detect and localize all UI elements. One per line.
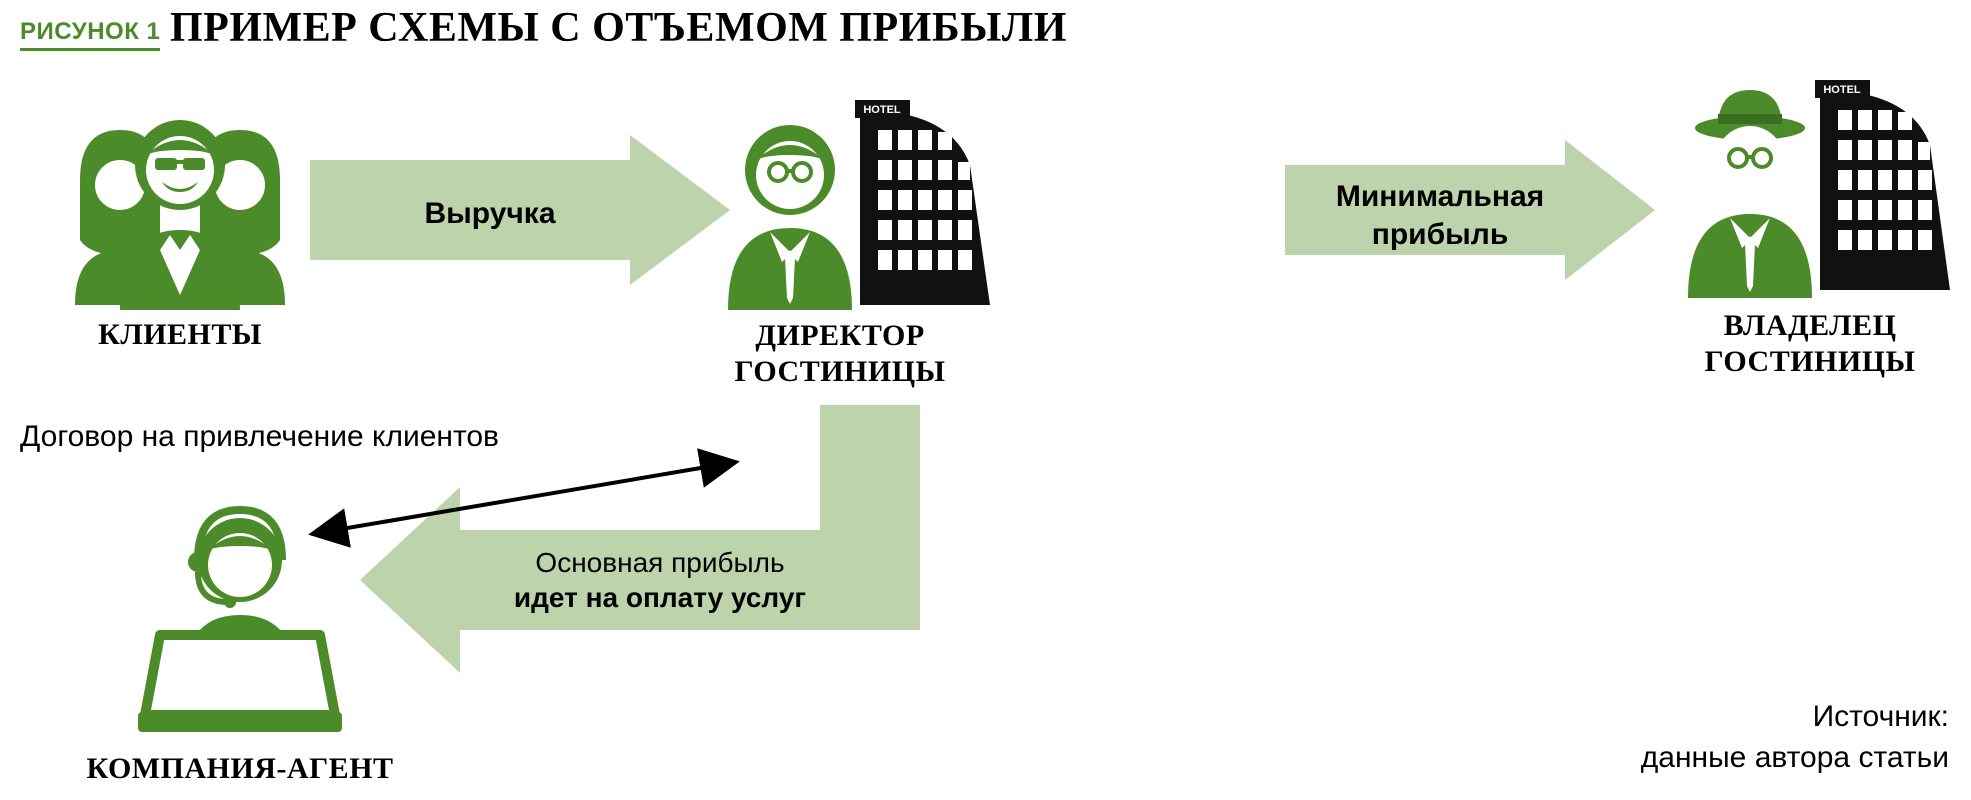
contract-double-arrow xyxy=(310,455,740,545)
clients-label: КЛИЕНТЫ xyxy=(60,318,300,352)
main-profit-line1: Основная прибыль xyxy=(535,547,784,578)
contract-label: Договор на привлечение клиентов xyxy=(20,420,499,454)
min-profit-line2: прибыль xyxy=(1372,218,1509,251)
main-profit-line2: идет на оплату услуг xyxy=(514,582,806,613)
owner-label-line2: ГОСТИНИЦЫ xyxy=(1704,345,1915,378)
figure-tag: РИСУНОК 1 xyxy=(20,18,160,51)
source-line1: Источник: xyxy=(1813,700,1949,733)
min-profit-arrow-label: Минимальная прибыль xyxy=(1285,178,1595,253)
svg-text:HOTEL: HOTEL xyxy=(863,104,901,116)
owner-label: ВЛАДЕЛЕЦ ГОСТИНИЦЫ xyxy=(1655,308,1965,380)
revenue-arrow-label: Выручка xyxy=(310,195,670,233)
source-text: Источник: данные автора статьи xyxy=(1641,697,1949,778)
director-label: ДИРЕКТОР ГОСТИНИЦЫ xyxy=(680,318,1000,390)
diagram-title: ПРИМЕР СХЕМЫ С ОТЪЕМОМ ПРИБЫЛИ xyxy=(170,4,1067,52)
svg-text:HOTEL: HOTEL xyxy=(1823,84,1861,96)
min-profit-line1: Минимальная xyxy=(1336,180,1544,213)
source-line2: данные автора статьи xyxy=(1641,741,1949,774)
owner-icon: HOTEL xyxy=(1660,80,1960,300)
director-label-line1: ДИРЕКТОР xyxy=(755,319,924,352)
main-profit-arrow-label: Основная прибыль идет на оплату услуг xyxy=(480,545,840,615)
director-label-line2: ГОСТИНИЦЫ xyxy=(734,355,945,388)
agent-label: КОМПАНИЯ-АГЕНТ xyxy=(80,752,400,786)
clients-icon xyxy=(40,100,320,310)
director-icon: HOTEL xyxy=(700,100,1000,310)
owner-label-line1: ВЛАДЕЛЕЦ xyxy=(1724,309,1897,342)
